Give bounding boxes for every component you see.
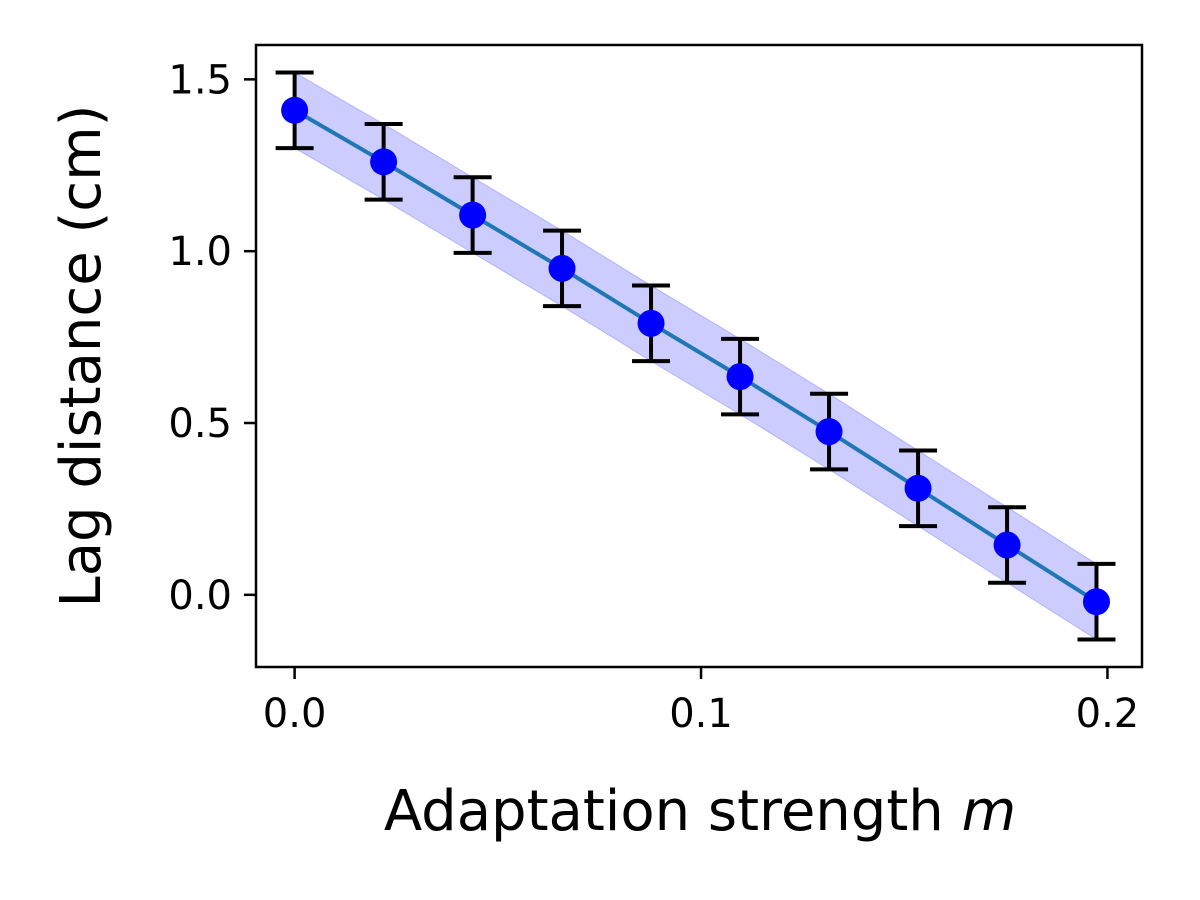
x-axis-ticks: 0.0 0.1 0.2: [263, 667, 1139, 737]
x-tick-label: 0.1: [669, 691, 733, 737]
series-line-path: [293, 108, 1098, 604]
data-markers: [281, 96, 1110, 616]
data-point: [459, 201, 487, 229]
y-tick-label: 0.5: [168, 401, 232, 447]
plot-frame: [254, 43, 1144, 669]
data-point: [370, 148, 398, 176]
data-point: [726, 363, 754, 391]
y-axis-ticks: 0.0 0.5 1.0 1.5: [168, 57, 256, 619]
data-point: [637, 309, 665, 337]
x-tick-label: 0.0: [263, 691, 327, 737]
band-area: [294, 71, 1097, 641]
data-point: [993, 531, 1021, 559]
data-point: [281, 96, 309, 124]
series-line: [293, 108, 1098, 604]
confidence-band: [294, 71, 1097, 641]
data-point: [904, 474, 932, 502]
x-axis-label-text: Adaptation strength: [384, 779, 944, 844]
x-axis-label-variable: m: [962, 779, 1017, 844]
y-tick-label: 0.0: [168, 573, 232, 619]
data-point: [815, 418, 843, 446]
y-tick-label: 1.5: [168, 57, 232, 103]
y-tick-label: 1.0: [168, 229, 232, 275]
data-point: [1082, 588, 1110, 616]
data-point: [548, 254, 576, 282]
x-tick-label: 0.2: [1076, 691, 1140, 737]
error-bars: [275, 70, 1116, 642]
y-axis-label: Lag distance (cm): [49, 105, 114, 608]
x-axis-label: Adaptation strength m: [384, 779, 1016, 844]
